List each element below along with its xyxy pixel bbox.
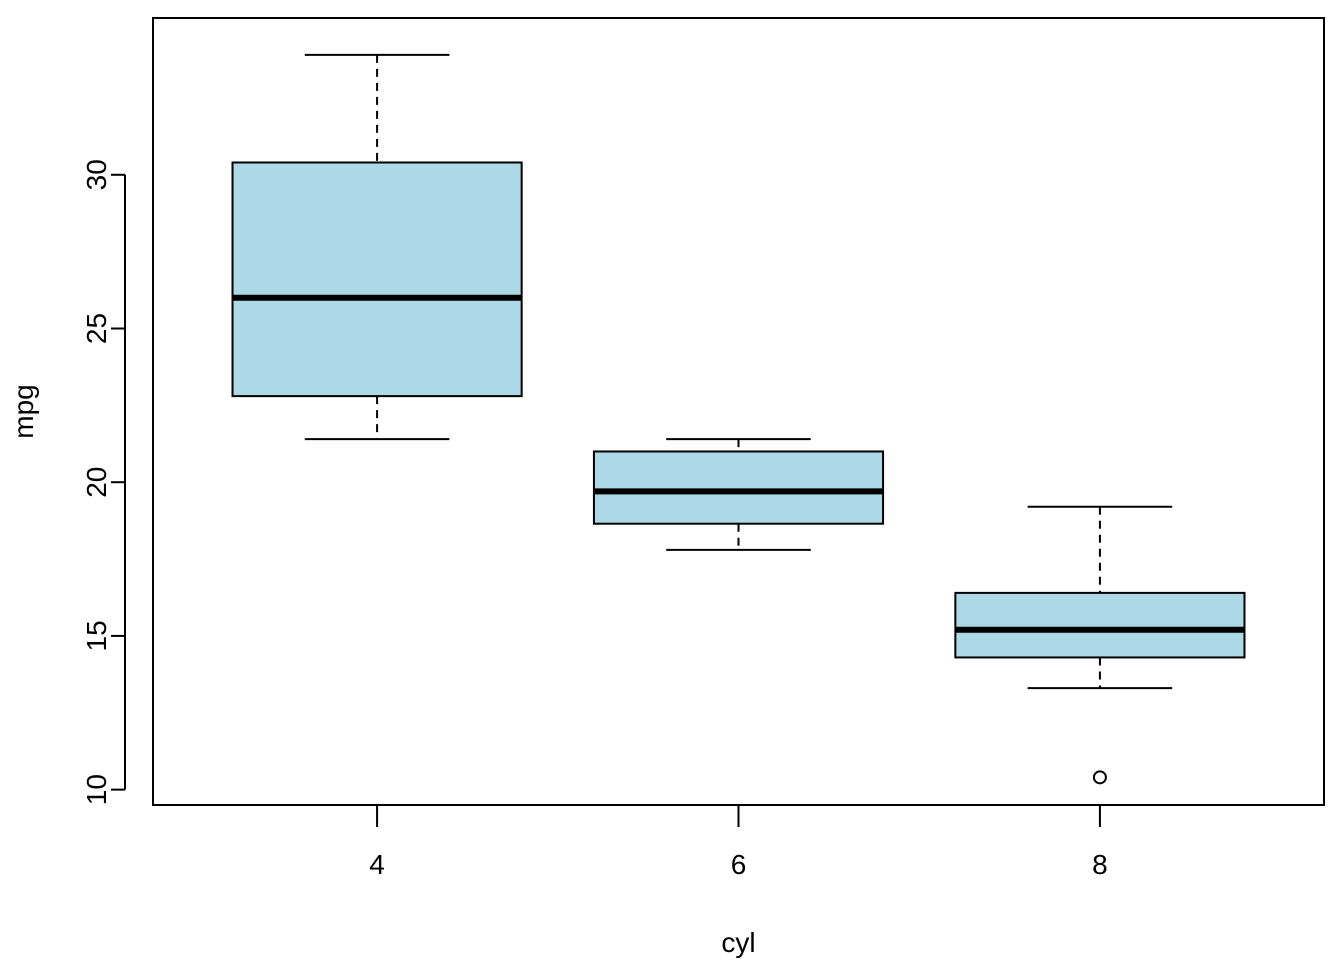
x-tick-label: 6 (731, 849, 747, 880)
x-axis-label: cyl (721, 927, 755, 958)
box-8 (954, 505, 1246, 785)
y-axis-label: mpg (8, 384, 39, 438)
x-axis: 4 6 8 (369, 804, 1108, 880)
iqr-box (231, 161, 523, 398)
y-tick-label: 25 (81, 313, 112, 344)
y-tick-label: 30 (81, 159, 112, 190)
y-tick-label: 20 (81, 467, 112, 498)
iqr-box (954, 591, 1246, 659)
outlier-point (1092, 770, 1107, 785)
plot-frame (152, 17, 1325, 806)
boxes-group (231, 53, 1246, 785)
x-tick-label: 8 (1092, 849, 1108, 880)
y-tick-label: 15 (81, 620, 112, 651)
box-4 (231, 53, 523, 441)
y-axis: 10 15 20 25 30 (81, 159, 126, 805)
box-6 (592, 438, 885, 551)
iqr-box (592, 450, 885, 525)
x-tick-label: 4 (369, 849, 385, 880)
y-tick-label: 10 (81, 774, 112, 805)
